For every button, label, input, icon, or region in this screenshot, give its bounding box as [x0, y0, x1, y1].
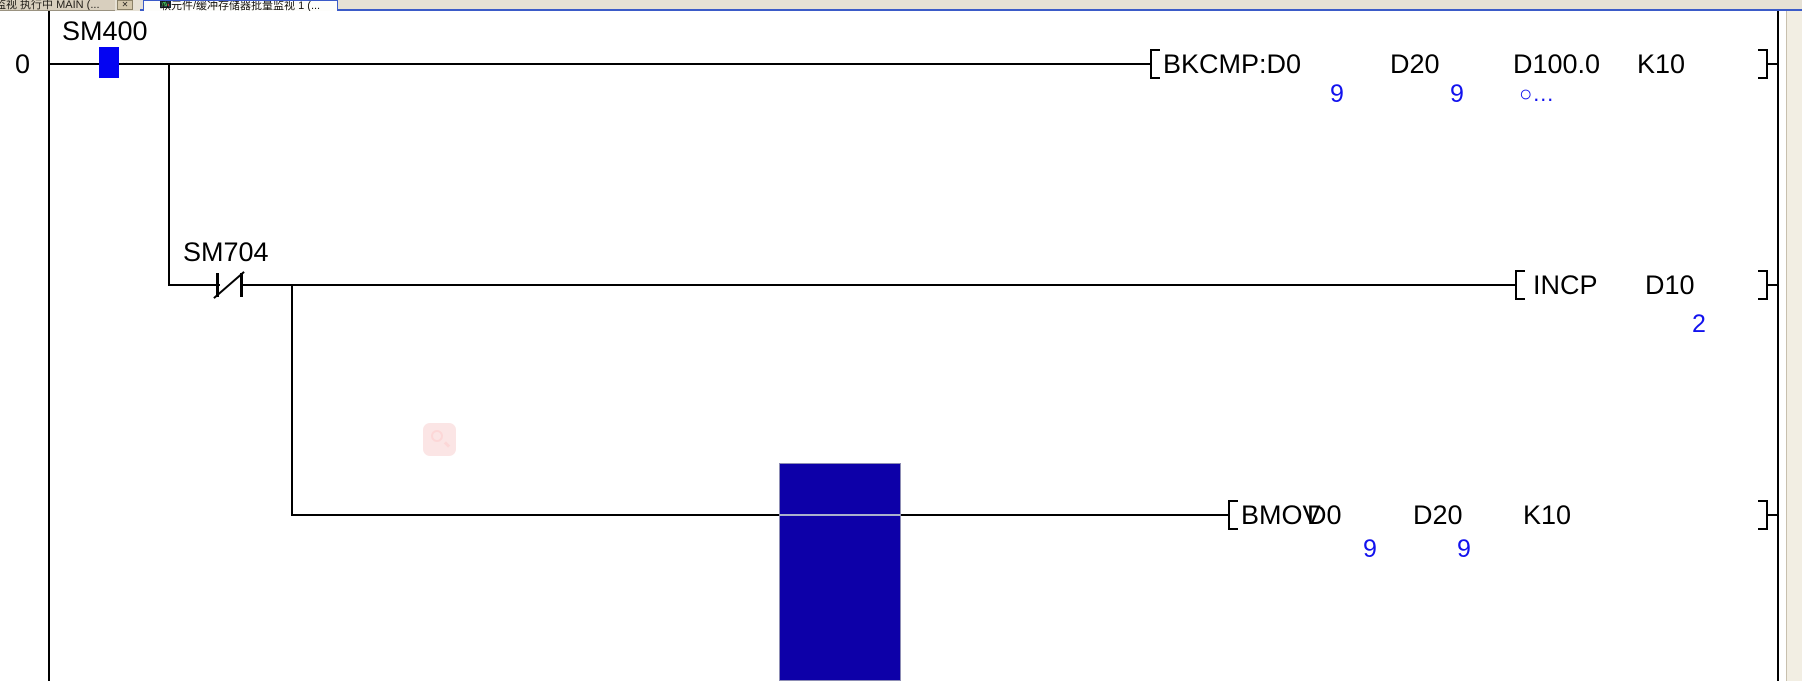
instruction-open-bracket	[1515, 270, 1525, 300]
instruction-close-bracket	[1758, 49, 1768, 79]
bkcmp-opcode: BKCMP:D0	[1163, 49, 1302, 79]
instruction-close-bracket	[1758, 270, 1768, 300]
bkcmp-operand-n: K10	[1637, 49, 1686, 79]
left-power-rail	[48, 11, 50, 681]
rung2-wire	[168, 284, 1517, 286]
contact-sm400-energized[interactable]	[99, 47, 119, 78]
ladder-cell-cursor[interactable]	[779, 463, 901, 681]
instruction-open-bracket	[1150, 49, 1160, 79]
incp-operand-d: D10	[1645, 270, 1695, 300]
bkcmp-operand-d: D100.0	[1513, 49, 1601, 79]
rung1-wire	[48, 63, 1152, 65]
bmov-opcode: BMOV	[1241, 500, 1321, 530]
rung3-wire	[291, 514, 1230, 516]
rung1-wire-to-rail	[1768, 63, 1778, 65]
incp-opcode: INCP	[1533, 270, 1598, 300]
bmov-operand-n: K10	[1523, 500, 1572, 530]
bmov-monitor-value-d: 9	[1457, 535, 1471, 563]
bkcmp-monitor-value-s1: 9	[1330, 80, 1344, 108]
window-top-border	[140, 9, 1802, 11]
rung3-wire-to-rail	[1768, 514, 1778, 516]
incp-monitor-value-d: 2	[1692, 310, 1706, 338]
vertical-scrollbar[interactable]	[1786, 11, 1802, 681]
right-power-rail	[1777, 11, 1779, 681]
instruction-open-bracket	[1228, 500, 1238, 530]
tab-main-label: 监视 执行中 MAIN (...	[0, 0, 100, 11]
bmov-operand-s: D0	[1307, 500, 1342, 530]
window-control-button[interactable]: ✕	[117, 0, 133, 10]
close-icon: ✕	[121, 0, 129, 9]
bmov-operand-d: D20	[1413, 500, 1463, 530]
contact-sm400-label: SM400	[62, 16, 148, 46]
branch-wire-rung1-to-rung2	[168, 63, 170, 286]
nc-contact-bar-left	[216, 273, 219, 297]
step-number: 0	[15, 49, 31, 79]
contact-sm704-label: SM704	[183, 237, 269, 267]
rung3-wire-over-cursor	[780, 514, 900, 516]
batch-monitor-icon	[160, 1, 171, 8]
bkcmp-operand-s2: D20	[1390, 49, 1440, 79]
rung2-wire-to-rail	[1768, 284, 1778, 286]
bkcmp-monitor-value-s2: 9	[1450, 80, 1464, 108]
nc-contact-bar-right	[240, 273, 243, 297]
branch-wire-rung2-to-rung3	[291, 284, 293, 516]
bmov-monitor-value-s: 9	[1363, 535, 1377, 563]
tab-main-program[interactable]: 监视 执行中 MAIN (...	[0, 0, 115, 11]
instruction-close-bracket	[1758, 500, 1768, 530]
tab-monitor-label: 软元件/缓冲存储器批量监视 1 (...	[160, 0, 321, 11]
mdi-tab-bar: 监视 执行中 MAIN (... ✕ 软元件/缓冲存储器批量监视 1 (...	[0, 0, 1802, 11]
bkcmp-monitor-value-d-bit-off: ○…	[1519, 81, 1555, 106]
tab-device-batch-monitor[interactable]: 软元件/缓冲存储器批量监视 1 (...	[143, 0, 338, 11]
magnifier-overlay-icon	[423, 423, 456, 456]
